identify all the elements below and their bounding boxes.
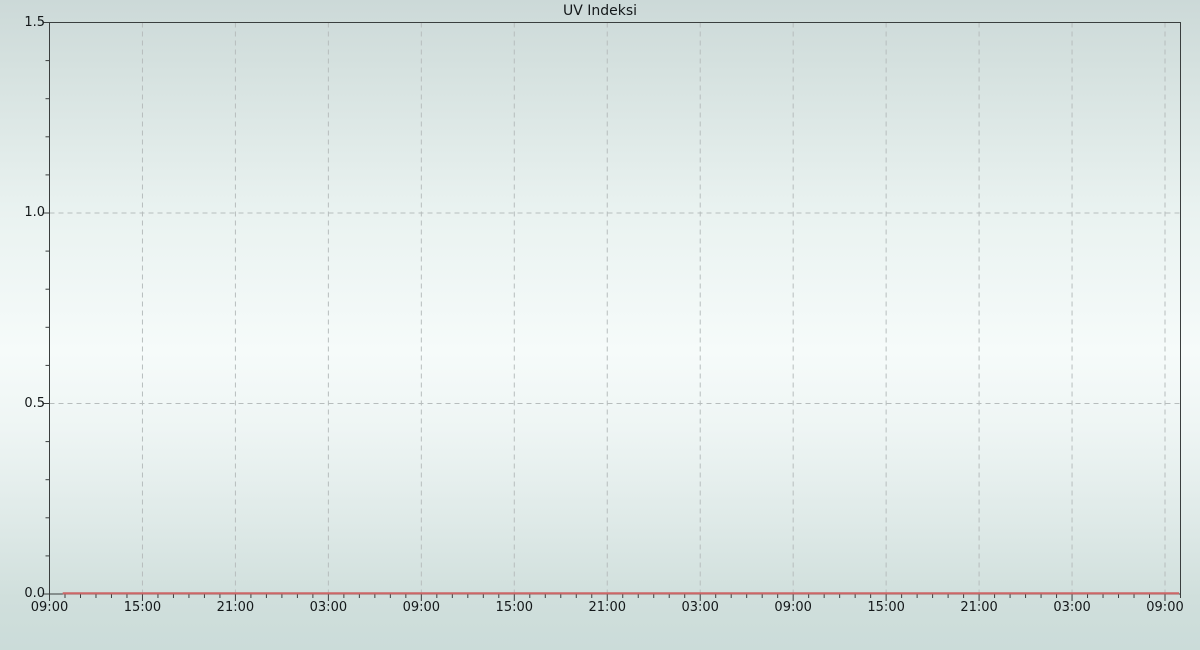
y-tick-label: 0.5 bbox=[24, 395, 45, 411]
x-tick-label: 21:00 bbox=[216, 600, 255, 615]
x-tick-label: 15:00 bbox=[495, 600, 534, 615]
x-tick-label: 09:00 bbox=[30, 600, 69, 615]
y-tick-label: 1.5 bbox=[24, 14, 45, 30]
plot-border bbox=[49, 22, 1181, 595]
x-tick-label: 09:00 bbox=[402, 600, 441, 615]
x-tick-label: 21:00 bbox=[588, 600, 626, 615]
y-tick-label: 1.0 bbox=[24, 205, 45, 220]
x-tick-label: 21:00 bbox=[960, 600, 998, 615]
x-tick-label: 03:00 bbox=[681, 600, 719, 615]
x-tick-label: 03:00 bbox=[309, 600, 348, 615]
x-tick-label: 09:00 bbox=[774, 600, 812, 615]
y-tick-label: 0.0 bbox=[24, 586, 45, 601]
x-tick-label: 09:00 bbox=[1146, 600, 1184, 615]
x-tick-label: 15:00 bbox=[123, 600, 162, 615]
chart-title: UV Indeksi bbox=[562, 3, 638, 19]
x-tick-label: 15:00 bbox=[867, 600, 905, 615]
x-tick-label: 03:00 bbox=[1053, 600, 1091, 615]
